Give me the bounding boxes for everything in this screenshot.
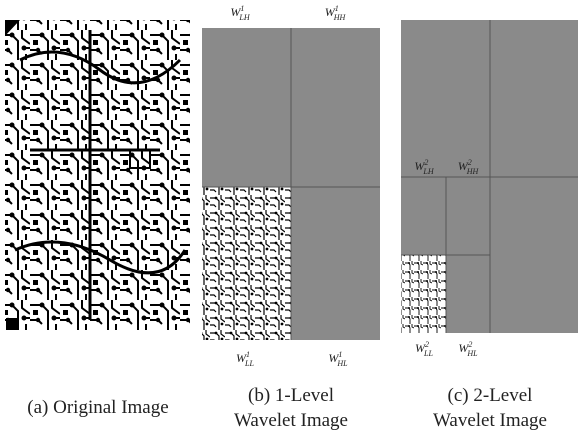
label-sup: 1 xyxy=(240,4,244,13)
label-sup: 2 xyxy=(468,340,472,349)
label-sub: LH xyxy=(238,13,250,22)
label-sub: HL xyxy=(336,359,348,368)
label-sup: 1 xyxy=(338,350,342,359)
page: (a) Original Image (b) 1-Level Wavelet Ima… xyxy=(0,0,579,442)
label-sub: LH xyxy=(422,167,434,176)
label-sup: 2 xyxy=(424,158,428,167)
label-sub: HH xyxy=(466,167,480,176)
caption: (b) 1-Level xyxy=(248,385,334,406)
level2-image xyxy=(401,20,578,333)
caption: Wavelet Image xyxy=(234,410,348,431)
caption: (a) Original Image xyxy=(27,397,168,418)
label-sup: 1 xyxy=(246,350,250,359)
caption: Wavelet Image xyxy=(433,410,547,431)
figure: (a) Original Image (b) 1-Level Wavelet Ima… xyxy=(0,0,579,442)
label-sub: HL xyxy=(466,349,478,358)
caption: (c) 2-Level xyxy=(448,385,533,406)
original-image xyxy=(5,20,190,330)
label-sup: 2 xyxy=(468,158,472,167)
label-sup: 2 xyxy=(425,340,429,349)
label-sub: HH xyxy=(333,13,347,22)
label-sub: LL xyxy=(423,349,433,358)
label-sup: 1 xyxy=(335,4,339,13)
level1-image xyxy=(202,28,380,340)
label-sub: LL xyxy=(244,359,254,368)
